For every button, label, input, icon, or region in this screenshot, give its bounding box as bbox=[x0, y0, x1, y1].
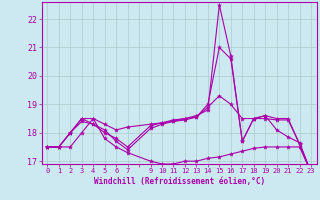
X-axis label: Windchill (Refroidissement éolien,°C): Windchill (Refroidissement éolien,°C) bbox=[94, 177, 265, 186]
